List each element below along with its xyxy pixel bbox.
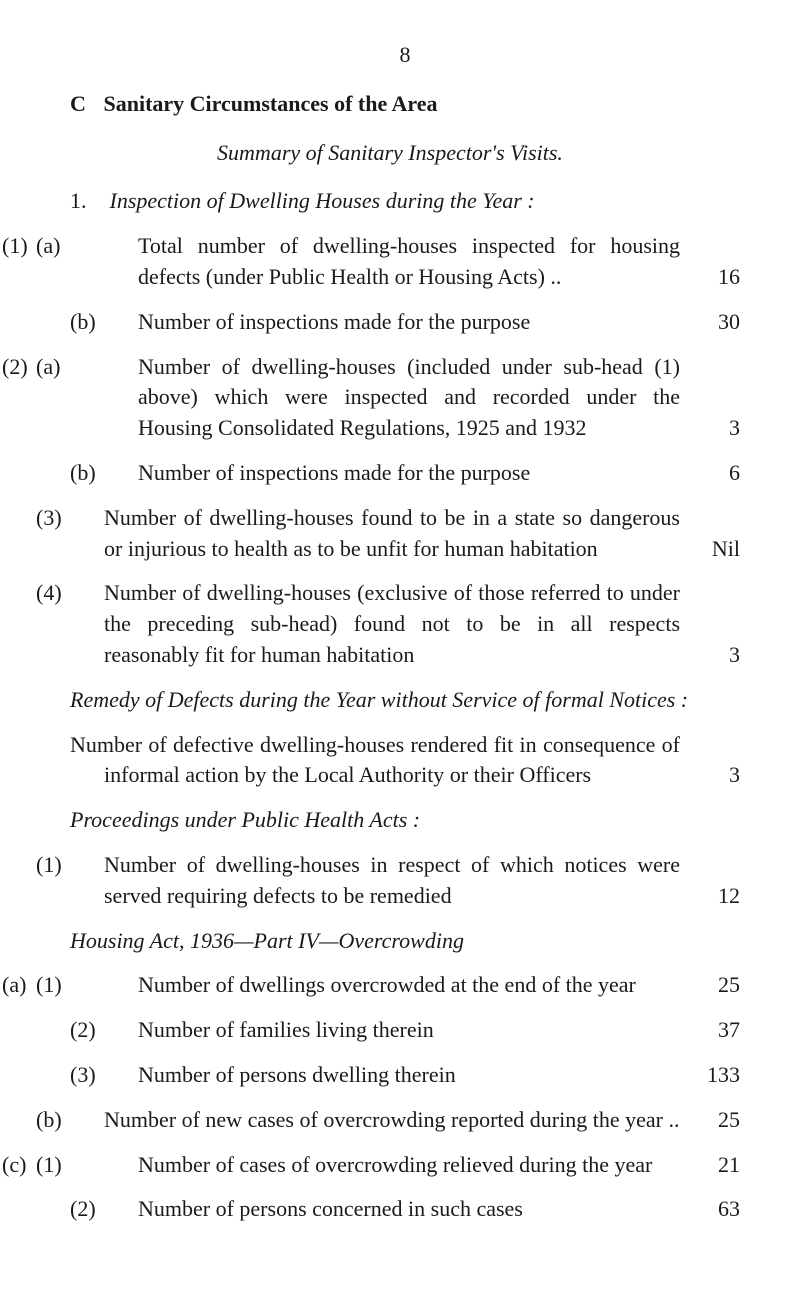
housing-a3: (3)Number of persons dwelling therein 13… bbox=[70, 1060, 740, 1091]
item-1-2-label: (2) bbox=[70, 352, 104, 383]
housing-a3-value: 133 bbox=[680, 1060, 740, 1091]
housing-c2: (2)Number of persons concerned in such c… bbox=[70, 1194, 740, 1225]
item-1-4: (4)Number of dwelling-houses (exclusive … bbox=[70, 578, 740, 670]
item-1-2a-value: 3 bbox=[680, 413, 740, 444]
remedy-value: 3 bbox=[680, 760, 740, 791]
section-label: C bbox=[70, 89, 98, 120]
item-1-1b-text: Number of inspections made for the purpo… bbox=[138, 309, 530, 334]
item-1-label: 1. bbox=[70, 186, 104, 217]
item-1-1b-value: 30 bbox=[680, 307, 740, 338]
housing-c2-value: 63 bbox=[680, 1194, 740, 1225]
item-1-1a-sub: (a) bbox=[104, 231, 138, 262]
housing-c-label: (c) bbox=[70, 1150, 104, 1181]
housing-a1-text: Number of dwellings overcrowded at the e… bbox=[138, 972, 636, 997]
item-1-header: 1. Inspection of Dwelling Houses during … bbox=[70, 186, 740, 217]
housing-a3-text: Number of persons dwelling therein bbox=[138, 1062, 456, 1087]
housing-c1-value: 21 bbox=[680, 1150, 740, 1181]
housing-a3-sub: (3) bbox=[104, 1060, 138, 1091]
housing-a2-value: 37 bbox=[680, 1015, 740, 1046]
item-1-4-label: (4) bbox=[70, 578, 104, 609]
item-1-2b-text: Number of inspections made for the purpo… bbox=[138, 460, 530, 485]
housing-b-label: (b) bbox=[70, 1105, 104, 1136]
item-1-4-text: Number of dwelling-houses (exclusive of … bbox=[104, 580, 680, 667]
section-title: Sanitary Circumstances of the Area bbox=[104, 91, 438, 116]
item-1-1a-value: 16 bbox=[680, 262, 740, 293]
item-1-title: Inspection of Dwelling Houses during the… bbox=[110, 188, 535, 213]
housing-b-text: Number of new cases of overcrowding repo… bbox=[104, 1107, 679, 1132]
housing-a1-value: 25 bbox=[680, 970, 740, 1001]
housing-c1: (c)(1)Number of cases of overcrowding re… bbox=[70, 1150, 740, 1181]
proc-1-label: (1) bbox=[70, 850, 104, 881]
item-1-2a: (2)(a)Number of dwelling-houses (include… bbox=[70, 352, 740, 444]
housing-title: Housing Act, 1936—Part IV—Overcrowding bbox=[70, 926, 740, 957]
housing-c1-text: Number of cases of overcrowding relieved… bbox=[138, 1152, 652, 1177]
item-1-2b: (b)Number of inspections made for the pu… bbox=[70, 458, 740, 489]
item-1-2a-sub: (a) bbox=[104, 352, 138, 383]
housing-c1-sub: (1) bbox=[104, 1150, 138, 1181]
item-1-1b-sub: (b) bbox=[104, 307, 138, 338]
item-1-2a-text: Number of dwelling-houses (included unde… bbox=[138, 354, 680, 441]
item-1-3-label: (3) bbox=[70, 503, 104, 534]
remedy-row: Number of defective dwelling-houses rend… bbox=[70, 730, 740, 792]
housing-a1-sub: (1) bbox=[104, 970, 138, 1001]
item-1-4-value: 3 bbox=[680, 640, 740, 671]
item-1-2b-sub: (b) bbox=[104, 458, 138, 489]
proc-1: (1)Number of dwelling-houses in respect … bbox=[70, 850, 740, 912]
item-1-1a-text: Total number of dwelling-houses inspecte… bbox=[138, 233, 680, 289]
item-1-3-value: Nil bbox=[680, 534, 740, 565]
housing-a1: (a)(1)Number of dwellings overcrowded at… bbox=[70, 970, 740, 1001]
housing-a2: (2)Number of families living therein 37 bbox=[70, 1015, 740, 1046]
subtitle: Summary of Sanitary Inspector's Visits. bbox=[40, 138, 740, 169]
housing-c2-text: Number of persons concerned in such case… bbox=[138, 1196, 523, 1221]
proc-1-text: Number of dwelling-houses in respect of … bbox=[104, 852, 680, 908]
housing-a2-text: Number of families living therein bbox=[138, 1017, 434, 1042]
item-1-2b-value: 6 bbox=[680, 458, 740, 489]
item-1-3: (3)Number of dwelling-houses found to be… bbox=[70, 503, 740, 565]
item-1-1b: (b)Number of inspections made for the pu… bbox=[70, 307, 740, 338]
document-page: 8 C Sanitary Circumstances of the Area S… bbox=[0, 0, 800, 1279]
remedy-title: Remedy of Defects during the Year withou… bbox=[70, 685, 740, 716]
item-1-1-label: (1) bbox=[70, 231, 104, 262]
housing-b: (b)Number of new cases of overcrowding r… bbox=[70, 1105, 740, 1136]
housing-a-label: (a) bbox=[70, 970, 104, 1001]
section-header: C Sanitary Circumstances of the Area bbox=[70, 89, 740, 120]
housing-b-value: 25 bbox=[680, 1105, 740, 1136]
page-number: 8 bbox=[70, 40, 740, 71]
proceedings-title: Proceedings under Public Health Acts : bbox=[70, 805, 740, 836]
remedy-text: Number of defective dwelling-houses rend… bbox=[70, 730, 680, 792]
proc-1-value: 12 bbox=[680, 881, 740, 912]
item-1-3-text: Number of dwelling-houses found to be in… bbox=[104, 505, 680, 561]
housing-c2-sub: (2) bbox=[104, 1194, 138, 1225]
item-1-1a: (1)(a)Total number of dwelling-houses in… bbox=[70, 231, 740, 293]
housing-a2-sub: (2) bbox=[104, 1015, 138, 1046]
